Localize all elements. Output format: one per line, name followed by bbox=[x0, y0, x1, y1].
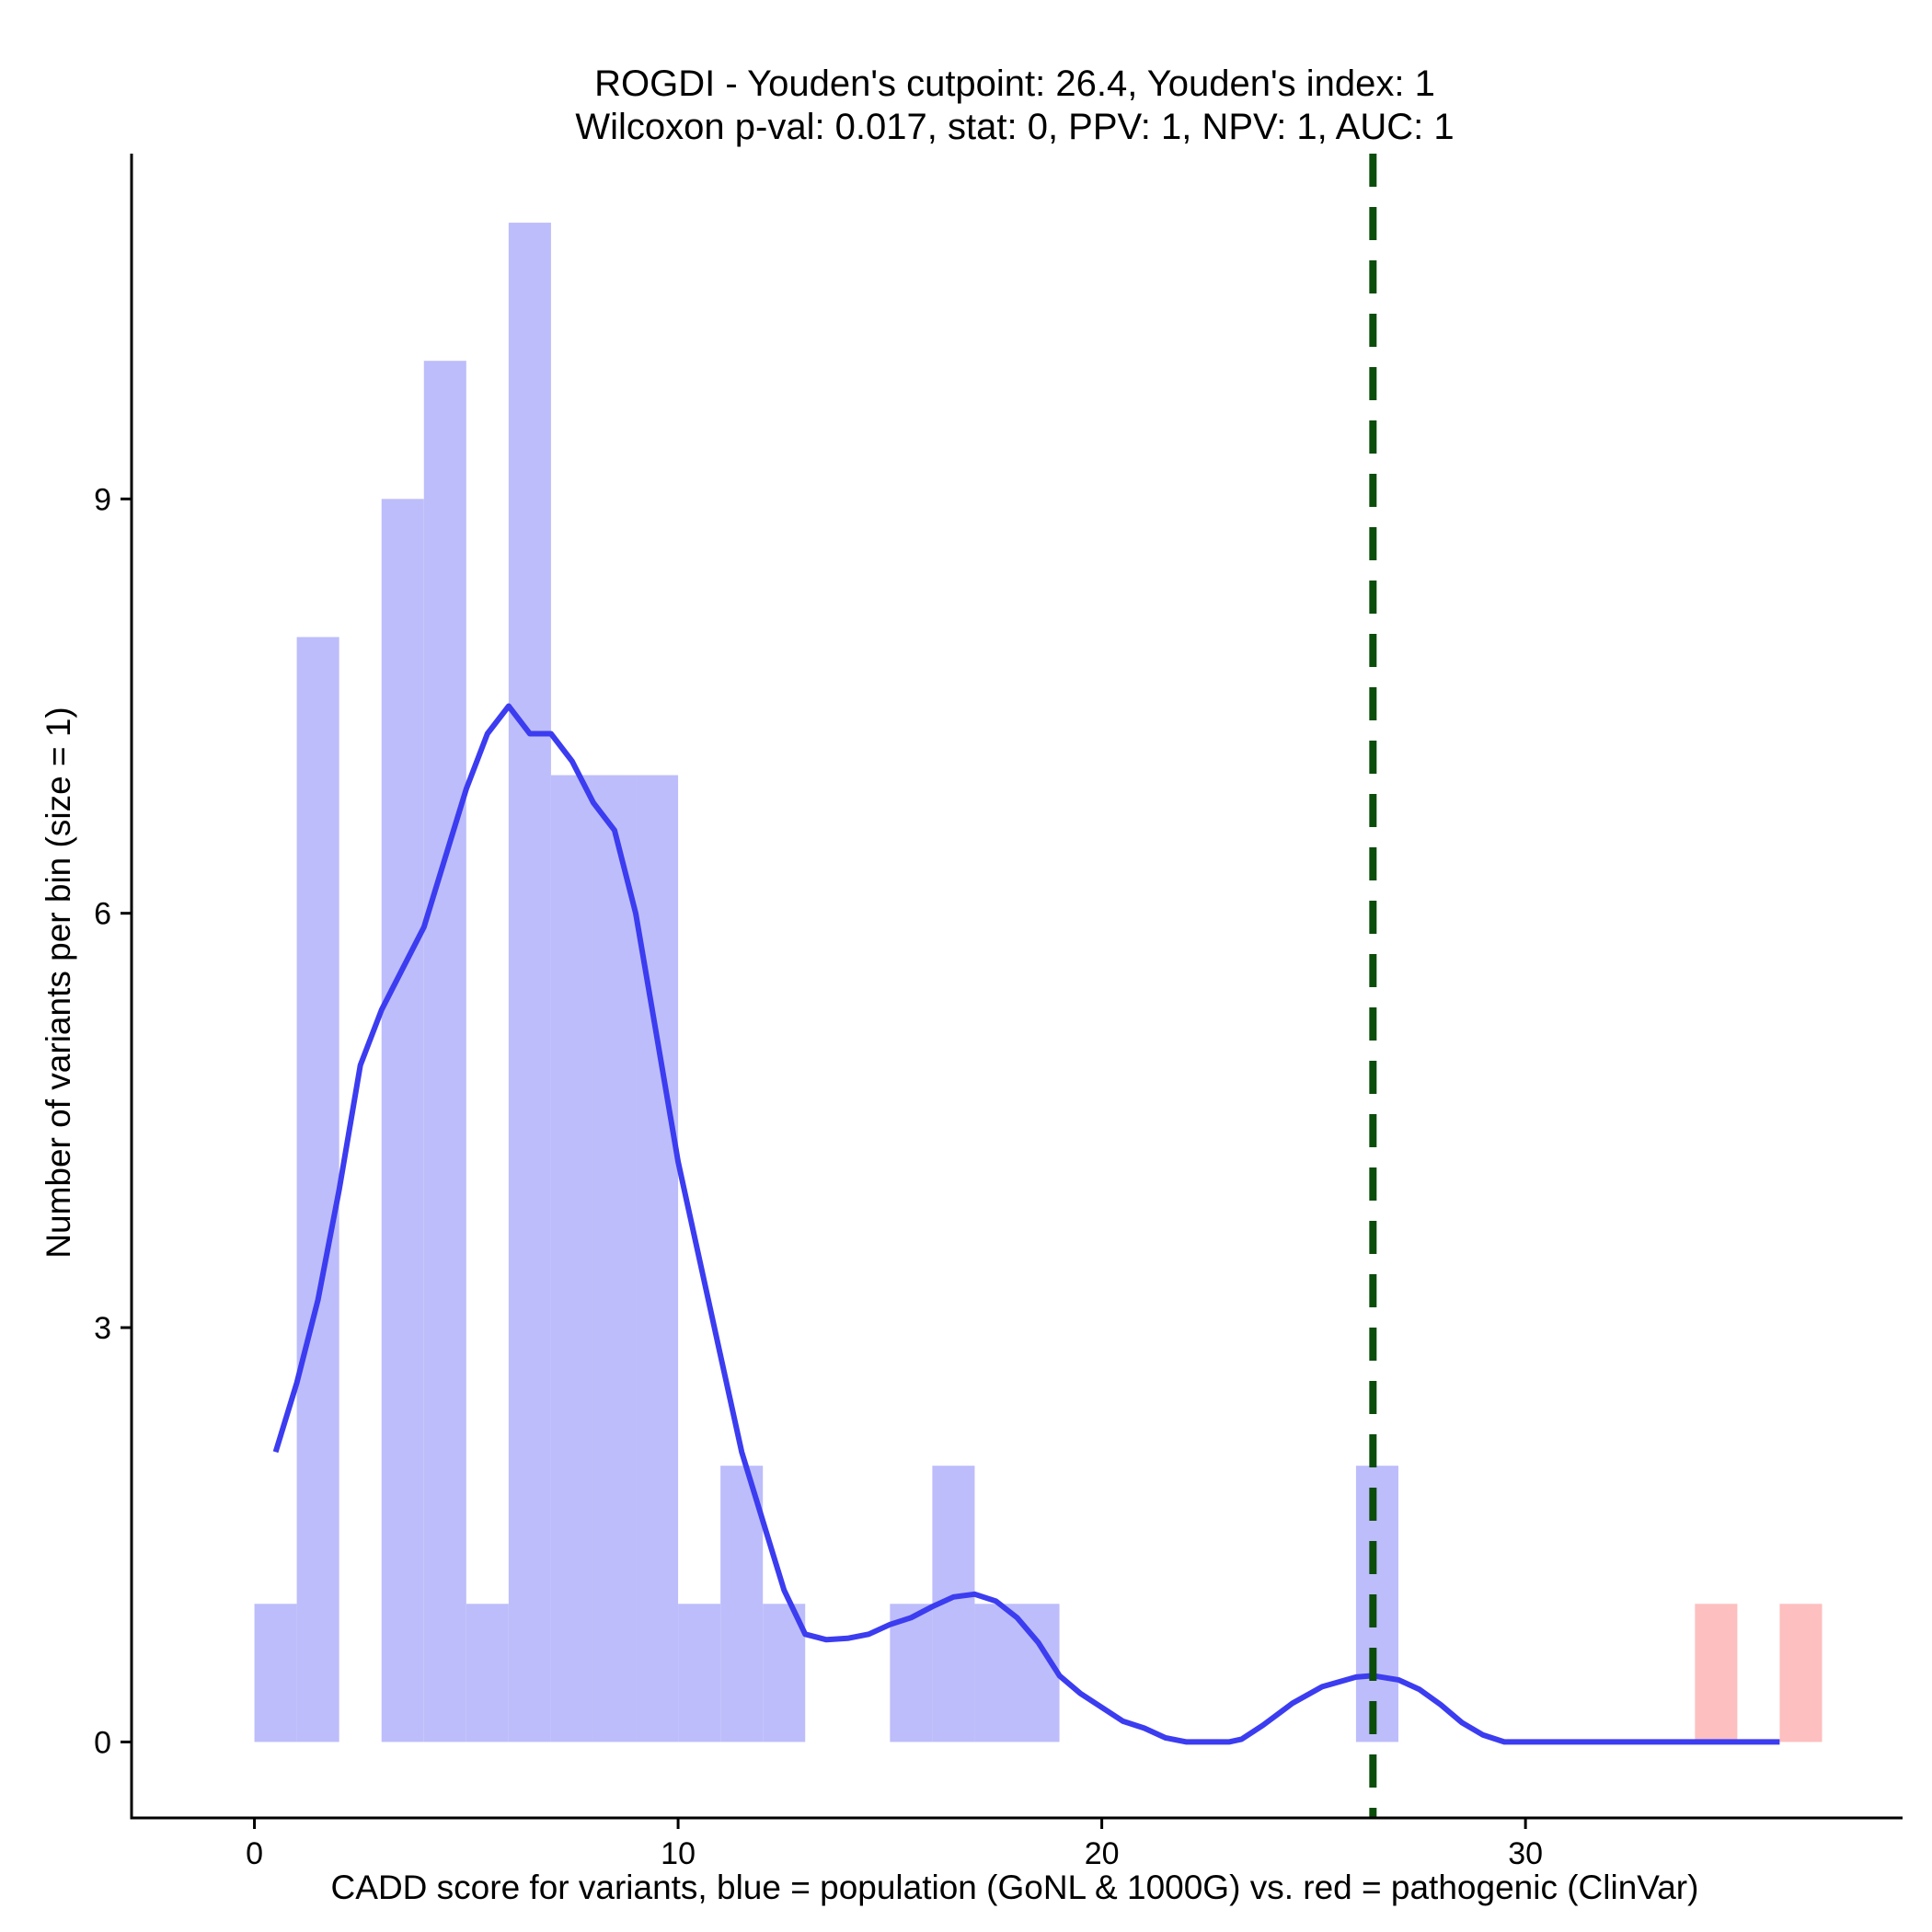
pathogenic-bin-bar bbox=[1695, 1604, 1738, 1742]
population-bin-bar bbox=[508, 223, 551, 1742]
population-bin-bar bbox=[592, 775, 637, 1742]
chart-title: ROGDI - Youden's cutpoint: 26.4, Youden'… bbox=[594, 63, 1435, 104]
y-tick-label: 3 bbox=[94, 1311, 111, 1346]
y-tick-label: 6 bbox=[94, 897, 111, 932]
x-axis-title: CADD score for variants, blue = populati… bbox=[331, 1869, 1699, 1906]
population-bin-bar bbox=[296, 637, 339, 1742]
axes-layer: 0 10 20 30 0 3 6 9 bbox=[94, 154, 1903, 1871]
y-tick-label: 0 bbox=[94, 1725, 111, 1760]
population-bin-bar bbox=[550, 775, 593, 1742]
bars-layer bbox=[254, 223, 1823, 1742]
chart-subtitle: Wilcoxon p-val: 0.017, stat: 0, PPV: 1, … bbox=[575, 107, 1454, 147]
population-bin-bar bbox=[254, 1604, 297, 1742]
population-bin-bar bbox=[763, 1604, 806, 1742]
population-bin-bar bbox=[720, 1466, 764, 1742]
population-bin-bar bbox=[423, 361, 466, 1742]
x-tick-label: 20 bbox=[1085, 1836, 1120, 1871]
population-bin-bar bbox=[1355, 1466, 1398, 1742]
population-bin-bar bbox=[974, 1604, 1018, 1742]
population-bin-bar bbox=[466, 1604, 509, 1742]
population-bin-bar bbox=[678, 1604, 721, 1742]
pathogenic-bin-bar bbox=[1779, 1604, 1823, 1742]
x-tick-label: 10 bbox=[661, 1836, 696, 1871]
density-layer bbox=[272, 703, 1780, 1745]
population-bin-bar bbox=[890, 1604, 933, 1742]
population-bin-bar bbox=[381, 499, 424, 1742]
y-tick-label: 9 bbox=[94, 482, 111, 517]
x-tick-label: 30 bbox=[1508, 1836, 1543, 1871]
y-axis-title: Number of variants per bin (size = 1) bbox=[40, 707, 77, 1258]
density-curve bbox=[272, 703, 1780, 1745]
x-tick-label: 0 bbox=[246, 1836, 263, 1871]
population-bin-bar bbox=[636, 775, 679, 1742]
